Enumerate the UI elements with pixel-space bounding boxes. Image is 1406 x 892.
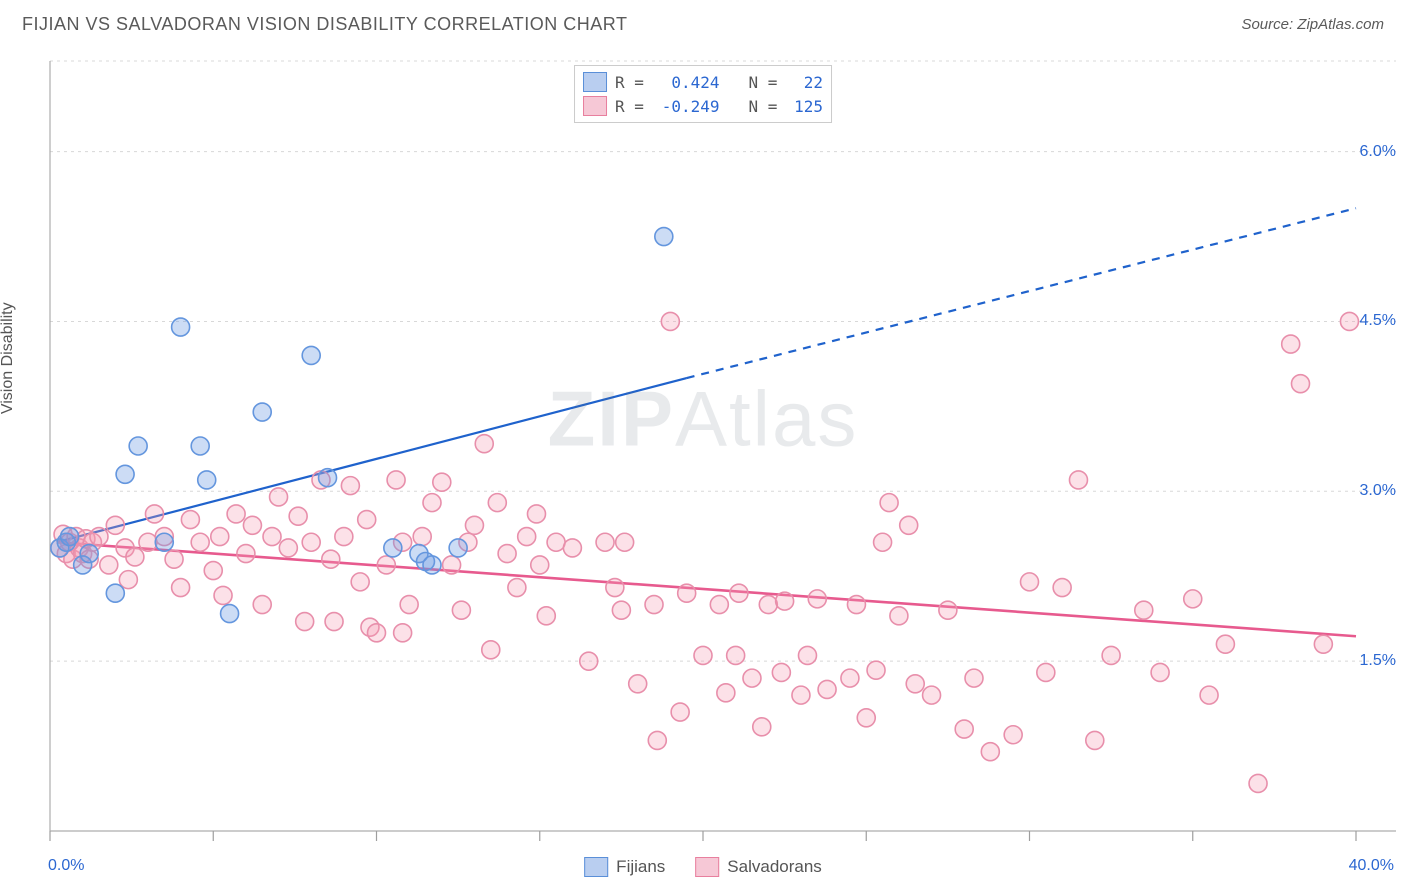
swatch-fijians: [583, 72, 607, 92]
y-tick-label: 6.0%: [1360, 143, 1396, 161]
legend-row-salvadorans: R = -0.249 N = 125: [583, 94, 823, 118]
swatch-salvadorans: [583, 96, 607, 116]
legend-text-fijians: R = 0.424 N = 22: [615, 73, 823, 92]
x-min-label: 0.0%: [48, 857, 84, 875]
swatch-salvadorans-bottom: [695, 857, 719, 877]
chart-header: FIJIAN VS SALVADORAN VISION DISABILITY C…: [0, 0, 1406, 41]
series-legend: Fijians Salvadorans: [584, 857, 822, 877]
x-max-label: 40.0%: [1349, 857, 1394, 875]
swatch-fijians-bottom: [584, 857, 608, 877]
correlation-legend: R = 0.424 N = 22 R = -0.249 N = 125: [574, 65, 832, 123]
y-tick-label: 3.0%: [1360, 482, 1396, 500]
legend-label-fijians: Fijians: [616, 857, 665, 877]
legend-item-fijians: Fijians: [584, 857, 665, 877]
scatter-plot: [0, 41, 1406, 881]
chart-source: Source: ZipAtlas.com: [1241, 16, 1384, 33]
legend-row-fijians: R = 0.424 N = 22: [583, 70, 823, 94]
chart-title: FIJIAN VS SALVADORAN VISION DISABILITY C…: [22, 14, 627, 35]
legend-item-salvadorans: Salvadorans: [695, 857, 822, 877]
y-tick-label: 1.5%: [1360, 652, 1396, 670]
y-tick-label: 4.5%: [1360, 312, 1396, 330]
legend-text-salvadorans: R = -0.249 N = 125: [615, 97, 823, 116]
chart-area: Vision Disability ZIPAtlas R = 0.424 N =…: [0, 41, 1406, 881]
legend-label-salvadorans: Salvadorans: [727, 857, 822, 877]
